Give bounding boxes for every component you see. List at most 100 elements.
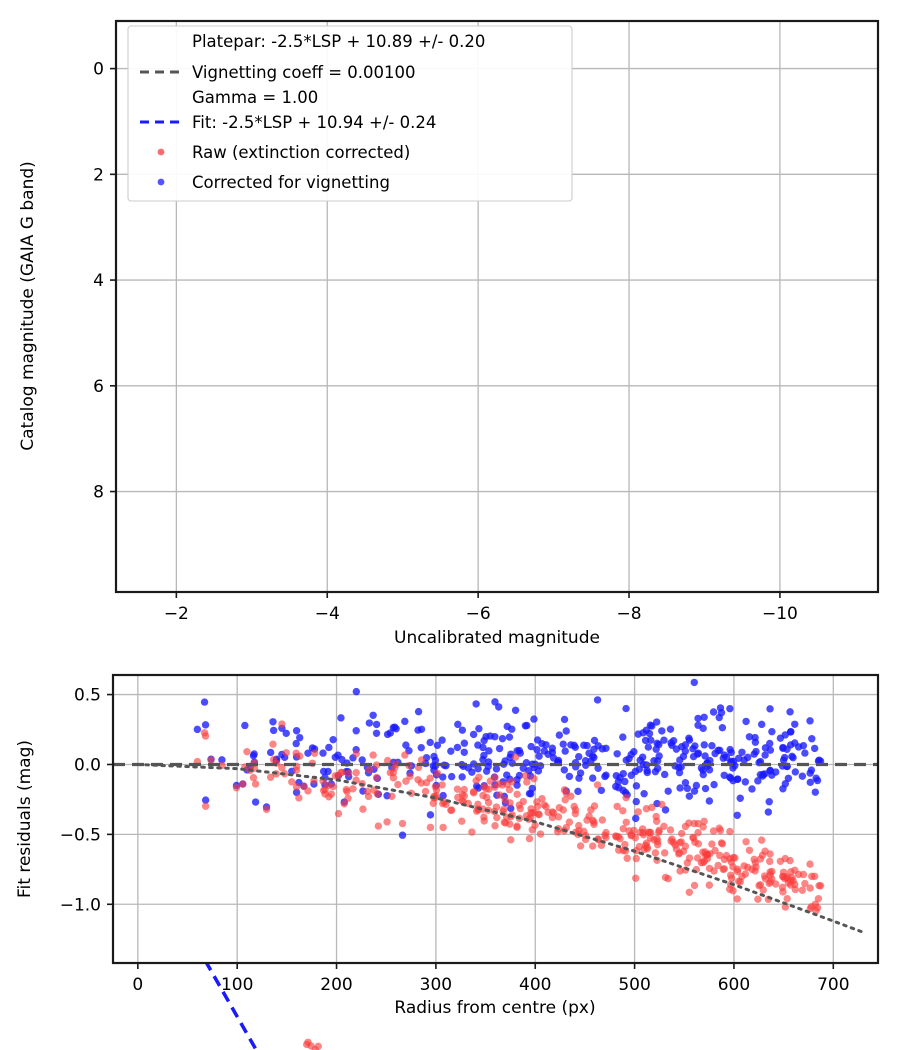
top-panel-frame: [114, 19, 880, 594]
residual-point-raw: [642, 839, 651, 847]
data-point-raw: [303, 1040, 311, 1049]
residual-point-corrected: [193, 725, 202, 734]
residual-point-corrected: [806, 717, 814, 725]
legend-entry-fit[interactable]: Fit: -2.5*LSP + 10.94 +/- 0.24: [140, 113, 436, 132]
residual-point-corrected: [474, 765, 482, 773]
residual-point-corrected: [766, 739, 774, 748]
residual-point-corrected: [653, 764, 662, 773]
residual-point-raw: [417, 779, 425, 787]
residual-point-raw: [352, 768, 360, 777]
bottom-panel-data: [193, 678, 825, 915]
residual-point-raw: [741, 870, 750, 878]
residual-point-raw: [716, 826, 725, 835]
residual-point-raw: [295, 794, 303, 802]
residual-point-corrected: [325, 743, 333, 752]
residual-point-corrected: [643, 768, 651, 777]
residual-point-raw: [580, 827, 588, 836]
residual-point-corrected: [641, 736, 650, 745]
residual-point-raw: [391, 764, 399, 772]
residual-point-raw: [373, 790, 382, 798]
residual-point-corrected: [454, 720, 462, 729]
legend-entry-raw[interactable]: Raw (extinction corrected): [157, 143, 411, 162]
residual-point-corrected: [365, 719, 374, 727]
residual-point-raw: [622, 818, 630, 826]
residual-point-corrected: [725, 773, 734, 781]
residual-point-raw: [661, 849, 669, 857]
residual-point-raw: [266, 773, 275, 781]
residual-point-raw: [513, 823, 521, 832]
legend-entry-gamma[interactable]: Gamma = 1.00: [192, 88, 318, 107]
top-panel-xlabel: Uncalibrated magnitude: [394, 628, 600, 648]
legend-label-platepar: Platepar: -2.5*LSP + 10.89 +/- 0.20: [192, 32, 485, 51]
residual-point-raw: [505, 785, 514, 794]
residual-point-raw: [602, 833, 610, 842]
residual-point-raw: [644, 828, 653, 837]
residual-point-corrected: [324, 767, 332, 776]
residual-point-corrected: [589, 774, 597, 782]
residual-point-corrected: [486, 732, 494, 740]
residual-point-corrected: [632, 814, 640, 823]
residual-point-corrected: [498, 734, 507, 743]
legend[interactable]: Platepar: -2.5*LSP + 10.89 +/- 0.20 Vign…: [127, 25, 573, 202]
top-panel-tick-labels: −2 −4 −6 −8 −10 0 2 4 6 8: [93, 60, 798, 624]
residual-point-raw: [655, 828, 663, 836]
residual-point-corrected: [690, 678, 698, 687]
residual-point-corrected: [594, 764, 602, 772]
residual-point-raw: [766, 878, 775, 886]
legend-entry-corrected[interactable]: Corrected for vignetting: [157, 173, 390, 192]
residual-point-raw: [722, 851, 731, 860]
residual-point-corrected: [685, 792, 694, 800]
residual-point-raw: [525, 834, 534, 843]
residual-point-corrected: [748, 785, 756, 793]
residual-point-corrected: [672, 745, 681, 753]
residual-point-raw: [726, 871, 735, 879]
residual-point-corrected: [786, 708, 794, 716]
residual-point-raw: [501, 819, 510, 827]
residual-point-raw: [725, 885, 734, 893]
residual-point-corrected: [560, 715, 569, 724]
legend-label-fit: Fit: -2.5*LSP + 10.94 +/- 0.24: [192, 113, 436, 132]
residual-point-corrected: [540, 747, 548, 755]
residual-point-corrected: [727, 748, 735, 757]
residual-point-corrected: [460, 739, 469, 747]
residual-point-corrected: [480, 751, 488, 760]
residual-point-raw: [781, 854, 789, 863]
residual-point-corrected: [791, 720, 799, 728]
legend-entry-platepar[interactable]: Platepar: -2.5*LSP + 10.89 +/- 0.20: [192, 32, 485, 51]
residual-point-corrected: [798, 772, 807, 780]
residual-point-corrected: [447, 747, 455, 755]
residual-point-raw: [806, 860, 814, 868]
residual-point-raw: [398, 819, 407, 828]
residual-point-corrected: [736, 794, 744, 802]
residual-point-raw: [646, 834, 655, 842]
residual-point-corrected: [523, 721, 531, 730]
residual-point-raw: [719, 865, 727, 874]
residual-point-corrected: [661, 770, 669, 779]
residual-point-corrected: [269, 726, 278, 735]
tick-label-y: 4: [93, 271, 104, 291]
residual-point-corrected: [511, 706, 520, 714]
residual-point-raw: [447, 806, 455, 814]
residual-point-raw: [631, 834, 640, 842]
residual-point-corrected: [597, 786, 606, 795]
residual-point-corrected: [468, 768, 476, 776]
residual-point-corrected: [492, 765, 501, 773]
legend-label-raw: Raw (extinction corrected): [192, 143, 410, 162]
top-panel-ylabel: Catalog magnitude (GAIA G band): [18, 161, 38, 451]
tick-label-x: 100: [221, 975, 253, 995]
bottom-panel-reference-lines: [113, 762, 878, 934]
residual-point-corrected: [201, 721, 210, 729]
residual-point-raw: [814, 894, 823, 903]
residual-point-corrected: [548, 744, 557, 752]
residual-point-corrected: [779, 756, 788, 764]
residual-point-raw: [527, 809, 535, 817]
legend-entry-vignetting-coeff[interactable]: Vignetting coeff = 0.00100: [140, 63, 416, 82]
residual-point-corrected: [681, 747, 690, 755]
residual-point-corrected: [632, 782, 641, 790]
residual-point-raw: [788, 873, 796, 882]
residual-point-raw: [521, 771, 530, 780]
residual-point-raw: [705, 881, 714, 889]
residual-point-corrected: [715, 713, 723, 722]
residual-point-raw: [559, 806, 567, 814]
residual-point-raw: [282, 749, 290, 757]
